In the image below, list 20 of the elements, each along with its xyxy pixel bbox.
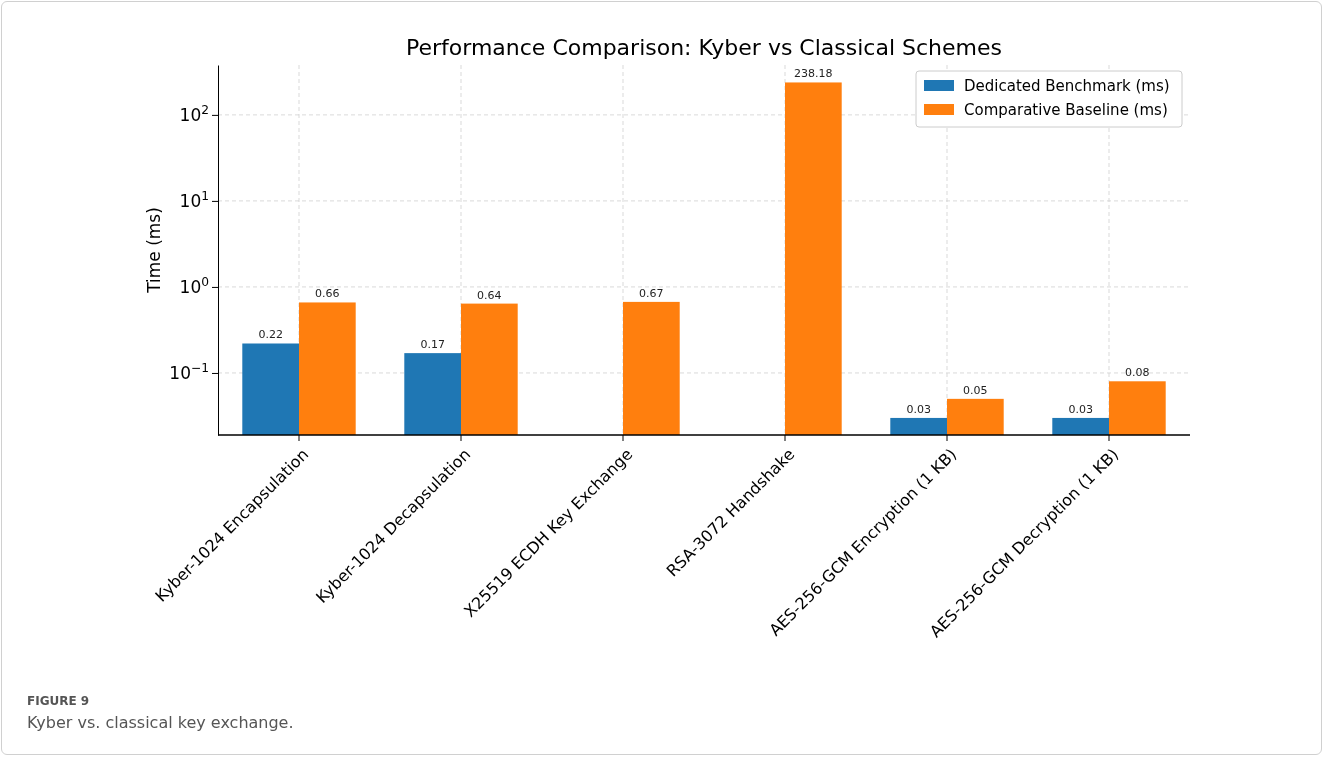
chart-title: Performance Comparison: Kyber vs Classical Schemes xyxy=(405,35,1003,60)
y-tick-label: 10$^{−1}$ xyxy=(169,360,209,383)
legend-label: Dedicated Benchmark (ms) xyxy=(964,77,1170,95)
y-tick-label: 10$^{0}$ xyxy=(179,274,209,297)
data-label: 0.03 xyxy=(1068,402,1093,416)
data-label: 238.18 xyxy=(794,67,833,81)
caption: FIGURE 9 xyxy=(27,694,90,708)
data-label: 0.08 xyxy=(1125,366,1150,380)
y-axis-title: Time (ms) xyxy=(144,207,164,294)
y-tick-label: 10$^{2}$ xyxy=(179,102,209,125)
y-tick-label: 10$^{1}$ xyxy=(179,188,209,211)
legend-label: Comparative Baseline (ms) xyxy=(964,101,1168,119)
data-label: 0.05 xyxy=(963,383,988,397)
data-label: 0.67 xyxy=(639,286,664,300)
data-label: 0.22 xyxy=(258,328,283,342)
data-label: 0.66 xyxy=(315,287,340,301)
data-label: 0.17 xyxy=(420,338,445,352)
text: Kyber vs. classical key exchange. xyxy=(27,713,294,732)
data-label: 0.64 xyxy=(477,288,502,302)
data-label: 0.03 xyxy=(906,402,931,416)
